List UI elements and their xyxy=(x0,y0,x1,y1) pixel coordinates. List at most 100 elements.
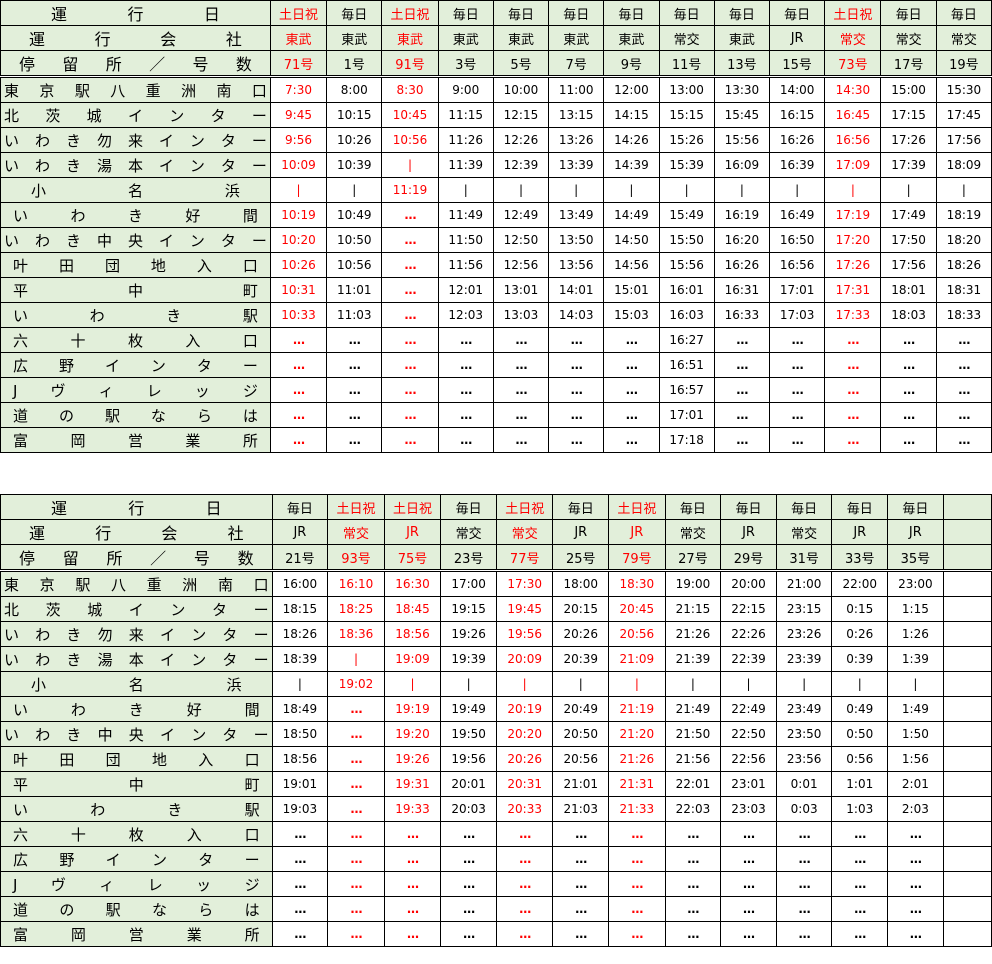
time-cell: … xyxy=(775,821,833,847)
table-row: いわき中央インター 18:50… 19:20 19:50 20:20 20:50 21:20… xyxy=(0,721,992,747)
time-cell: 16:39 xyxy=(769,152,826,178)
table-row: いわき中央インター 10:20 10:50… 11:50 12:50 13:50 14:50… xyxy=(0,227,992,253)
bus-company-cell: 常交 xyxy=(495,519,554,545)
time-cell: … xyxy=(769,352,826,378)
station-name: 小名浜 xyxy=(0,671,273,697)
time-cell xyxy=(942,671,992,697)
time-cell: 17:19 xyxy=(824,202,882,228)
time-cell: … xyxy=(492,427,550,453)
time-cell: … xyxy=(326,352,383,378)
time-cell: 0:01 xyxy=(775,771,833,797)
time-cell: 13:50 xyxy=(548,227,605,253)
time-cell: 12:56 xyxy=(492,252,550,278)
time-cell: 23:39 xyxy=(775,646,833,672)
time-cell: 12:26 xyxy=(492,127,550,153)
time-cell: … xyxy=(664,896,722,922)
time-cell: 18:20 xyxy=(935,227,992,253)
header-row-day: 運 行 日土日祝 毎日 土日祝 毎日 毎日 毎日 毎日 毎日 毎日 毎日 土日祝 毎日 毎日 xyxy=(0,0,992,26)
time-cell: 17:01 xyxy=(658,402,715,428)
time-cell: 9:45 xyxy=(269,102,328,128)
time-cell: 13:01 xyxy=(492,277,550,303)
table-row: いわき勿来インター 18:26 18:36 18:56 19:26 19:56 20:26 2… xyxy=(0,621,992,647)
time-cell: | xyxy=(327,646,385,672)
time-cell: 17:26 xyxy=(824,252,882,278)
time-cell: 17:26 xyxy=(880,127,937,153)
time-cell: 16:15 xyxy=(769,102,826,128)
time-cell: 18:00 xyxy=(552,570,610,597)
station-name: 道の駅ならは xyxy=(0,402,271,428)
time-cell: … xyxy=(269,327,328,353)
time-cell: 11:56 xyxy=(437,252,494,278)
time-cell: … xyxy=(720,871,777,897)
time-cell: 0:49 xyxy=(831,696,889,722)
time-cell: … xyxy=(269,427,328,453)
time-cell: … xyxy=(824,427,882,453)
time-cell: … xyxy=(271,921,329,947)
bus-company-cell xyxy=(942,519,992,545)
bus-number-cell: 13号 xyxy=(713,50,771,78)
time-cell: … xyxy=(381,202,439,228)
time-cell: … xyxy=(492,377,550,403)
table-row: 叶田団地入口 10:26 10:56… 11:56 12:56 13:56 14:56 15:… xyxy=(0,252,992,278)
bus-day-cell: 毎日 xyxy=(552,494,610,520)
time-cell: 16:26 xyxy=(769,127,826,153)
time-cell: 20:15 xyxy=(552,596,610,622)
bus-day-cell: 毎日 xyxy=(271,494,329,520)
time-cell: 19:45 xyxy=(495,596,554,622)
table-row: 東京駅八重洲南口 16:00 16:10 16:30 17:00 17:30 18:00 18… xyxy=(0,570,992,597)
bus-number-cell: 1号 xyxy=(326,50,383,78)
time-cell: 13:56 xyxy=(548,252,605,278)
time-cell: 17:00 xyxy=(440,570,497,597)
time-cell: | xyxy=(383,671,442,697)
time-cell: 17:15 xyxy=(880,102,937,128)
time-cell: 19:56 xyxy=(440,746,497,772)
time-cell: 13:00 xyxy=(658,76,715,103)
time-cell: … xyxy=(552,846,610,872)
bus-company-cell: JR xyxy=(608,519,666,545)
bus-number-cell: 93号 xyxy=(327,544,385,572)
time-cell: 22:01 xyxy=(664,771,722,797)
time-cell: … xyxy=(831,871,889,897)
time-cell: 21:00 xyxy=(775,570,833,597)
time-cell: 18:26 xyxy=(935,252,992,278)
time-cell: … xyxy=(437,402,494,428)
station-name: 東京駅八重洲南口 xyxy=(0,76,271,103)
bus-number-cell: 5号 xyxy=(492,50,550,78)
time-cell: … xyxy=(608,821,666,847)
time-cell: | xyxy=(720,671,777,697)
bus-number-cell: 77号 xyxy=(495,544,554,572)
time-cell: 20:50 xyxy=(552,721,610,747)
time-cell: 20:26 xyxy=(552,621,610,647)
bus-number-cell: 7号 xyxy=(548,50,605,78)
time-cell: … xyxy=(824,402,882,428)
time-cell: … xyxy=(326,377,383,403)
time-cell: 15:03 xyxy=(603,302,660,328)
station-name: 六十枚入口 xyxy=(0,327,271,353)
bus-day-cell: 毎日 xyxy=(831,494,889,520)
time-cell xyxy=(942,796,992,822)
time-cell: 0:03 xyxy=(775,796,833,822)
time-cell: … xyxy=(880,352,937,378)
time-cell: 17:56 xyxy=(935,127,992,153)
time-cell xyxy=(942,871,992,897)
time-cell: 18:36 xyxy=(327,621,385,647)
bus-company-cell: JR xyxy=(552,519,610,545)
time-cell: 18:49 xyxy=(271,696,329,722)
time-cell: 15:45 xyxy=(713,102,771,128)
time-cell: … xyxy=(326,402,383,428)
table-row: 六十枚入口………………… 16:27…………… xyxy=(0,327,992,353)
bus-company-cell: 常交 xyxy=(824,25,882,51)
station-name: いわき湯本インター xyxy=(0,646,273,672)
station-name: 平中町 xyxy=(0,277,271,303)
time-cell: 7:30 xyxy=(269,76,328,103)
bus-company-cell: 常交 xyxy=(664,519,722,545)
station-name: 富岡営業所 xyxy=(0,427,271,453)
time-cell: 17:31 xyxy=(824,277,882,303)
time-cell: … xyxy=(713,327,771,353)
bus-company-cell: JR xyxy=(831,519,889,545)
bus-number-cell: 31号 xyxy=(775,544,833,572)
time-cell: … xyxy=(495,871,554,897)
time-cell: … xyxy=(437,427,494,453)
time-cell: 13:03 xyxy=(492,302,550,328)
time-cell: 17:01 xyxy=(769,277,826,303)
